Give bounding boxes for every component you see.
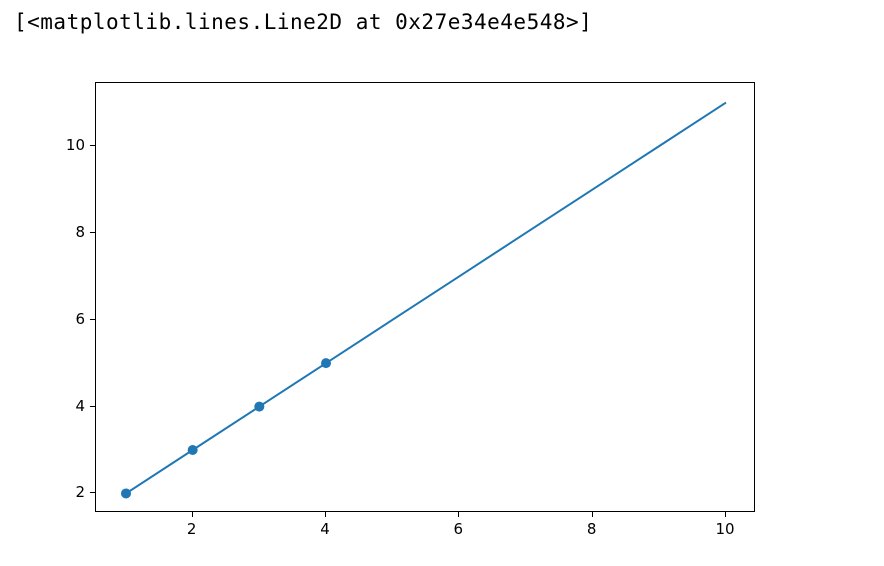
x-tick-mark <box>725 512 726 517</box>
y-tick-label: 6 <box>75 310 85 328</box>
y-tick-mark <box>90 319 95 320</box>
scatter-marker <box>121 488 131 498</box>
x-tick-label: 4 <box>320 520 330 538</box>
y-tick-label: 4 <box>75 397 85 415</box>
y-tick-label: 8 <box>75 223 85 241</box>
y-tick-label: 2 <box>75 483 85 501</box>
x-tick-mark <box>192 512 193 517</box>
line-series <box>126 103 726 494</box>
y-tick-mark <box>90 492 95 493</box>
scatter-marker <box>254 402 264 412</box>
x-tick-label: 8 <box>587 520 597 538</box>
y-tick-mark <box>90 406 95 407</box>
x-tick-mark <box>592 512 593 517</box>
x-tick-label: 2 <box>187 520 197 538</box>
y-tick-label: 10 <box>66 136 85 154</box>
x-tick-label: 10 <box>715 520 734 538</box>
repr-output: [<matplotlib.lines.Line2D at 0x27e34e4e5… <box>14 10 592 34</box>
scatter-marker <box>188 445 198 455</box>
x-tick-mark <box>325 512 326 517</box>
plot-area <box>95 82 755 512</box>
y-tick-mark <box>90 232 95 233</box>
scatter-marker <box>321 358 331 368</box>
x-tick-mark <box>458 512 459 517</box>
y-tick-mark <box>90 145 95 146</box>
plot-svg <box>96 83 756 513</box>
x-tick-label: 6 <box>454 520 464 538</box>
chart-container: 2 4 6 8 10 2 4 6 8 10 <box>0 60 790 560</box>
